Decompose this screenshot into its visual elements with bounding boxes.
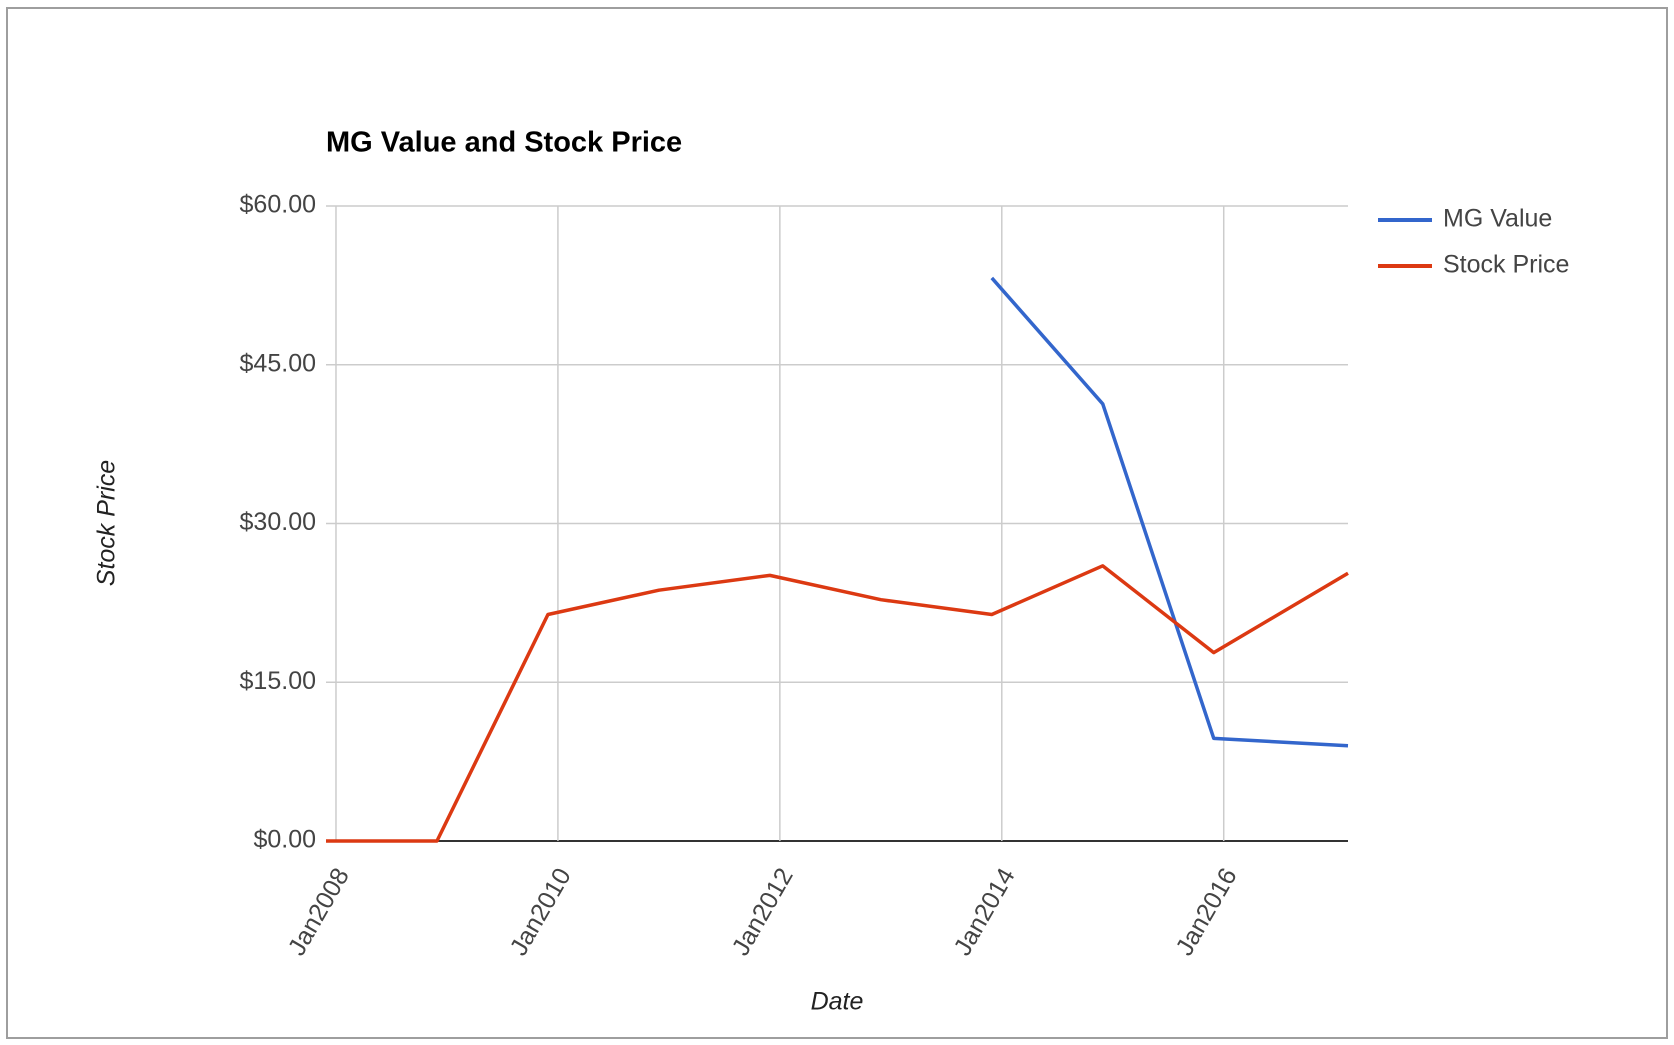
y-tick-label: $15.00 [240,667,316,695]
y-tick-label: $30.00 [240,508,316,536]
y-tick-label: $45.00 [240,349,316,377]
legend-label: MG Value [1443,205,1552,233]
y-tick-label: $0.00 [253,826,316,854]
y-axis-title: Stock Price [93,460,121,586]
series-line [990,276,1349,748]
legend-label: Stock Price [1443,251,1569,279]
series-line [326,564,1349,843]
x-axis-title: Date [811,988,864,1016]
y-tick-label: $60.00 [240,191,316,219]
chart-title: MG Value and Stock Price [326,127,682,159]
